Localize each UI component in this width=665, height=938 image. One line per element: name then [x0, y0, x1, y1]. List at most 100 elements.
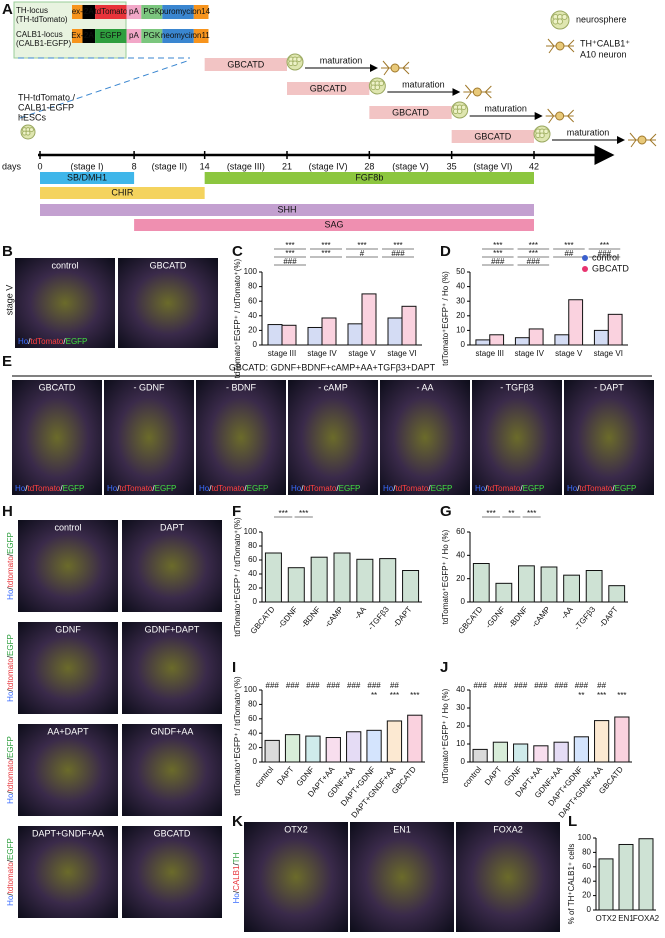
key-label: A10 neuron [580, 49, 627, 59]
construct-segment-label: on11 [193, 31, 211, 40]
factor-bar [40, 204, 534, 216]
caption-part: tdTomato [487, 484, 520, 493]
caption-part: / [6, 553, 15, 556]
bar [361, 293, 377, 346]
micrograph-title: GBCATD [150, 260, 187, 270]
caption-part: EGFP [431, 484, 453, 493]
panel-label: E [2, 353, 12, 370]
legend-swatch [582, 266, 588, 272]
y-tick-label: 50 [456, 267, 465, 276]
bar [284, 734, 301, 763]
micrograph [18, 724, 118, 816]
y-tick-label: 80 [582, 848, 591, 857]
caption-part: Ho [107, 484, 118, 493]
day-label: 8 [132, 161, 137, 171]
significance-label: ### [491, 257, 505, 266]
side-caption: Ho/tdtomato/EGFP [6, 838, 15, 906]
caption-part: / [244, 484, 247, 493]
significance-label: *** [486, 509, 495, 518]
significance-label: *** [600, 241, 609, 250]
y-tick-label: 40 [456, 550, 465, 559]
x-tick-label: -DAPT [598, 605, 620, 629]
caption-part: / [6, 655, 15, 658]
bar [321, 317, 337, 346]
caption-part: / [6, 791, 15, 794]
caption-part: EGFP [6, 736, 15, 758]
x-tick-label: -DAPT [391, 605, 413, 629]
bar [402, 570, 420, 603]
construct-segment [82, 5, 96, 19]
panel-label: G [440, 503, 452, 520]
factor-bar [40, 172, 135, 184]
stage-label: (stage III) [227, 161, 265, 171]
micrograph [122, 520, 222, 612]
micrograph-title: EN1 [393, 824, 411, 834]
caption-part: Ho [199, 484, 210, 493]
stage-label: (stage I) [71, 161, 104, 171]
significance-label: ** [508, 509, 514, 518]
micrograph [122, 826, 222, 918]
protocol-box [369, 106, 452, 119]
significance-label: *** [321, 241, 330, 250]
significance-label: *** [285, 241, 294, 250]
caption-part: Ho [6, 691, 15, 702]
neurosphere-cell [460, 104, 467, 111]
micrograph [122, 724, 222, 816]
construct-segment [162, 5, 194, 19]
panel-label: F [232, 503, 241, 520]
stage-label: (stage IV) [309, 161, 348, 171]
bar [518, 565, 535, 603]
construct-title: (CALB1-EGFP) [16, 39, 71, 48]
factor-label: SHH [277, 204, 296, 214]
construct-segment-label: PGK [143, 31, 161, 40]
x-tick-label: stage IV [515, 349, 545, 358]
caption-part: CALB1 [232, 865, 241, 891]
caption-part: EGFP [155, 484, 177, 493]
y-axis-label: tdTomato⁺EGFP⁺ / Ho (%) [441, 271, 450, 366]
x-tick-label: EN1 [618, 914, 634, 923]
micrograph [472, 380, 562, 495]
micrograph-title: GBCATD [39, 382, 76, 392]
caption-part: / [393, 484, 396, 493]
bar [386, 720, 403, 763]
neurosphere-cell [543, 128, 549, 135]
y-tick-label: 60 [248, 555, 257, 564]
caption-part: / [209, 484, 212, 493]
side-caption: Ho/tdtomato/EGFP [6, 532, 15, 600]
neurosphere-cell [561, 13, 568, 21]
caption-part: / [60, 484, 63, 493]
bar [264, 739, 280, 763]
micrograph [18, 622, 118, 714]
significance-label: ### [494, 681, 508, 690]
caption-part: tdTomato [119, 484, 152, 493]
neuron-soma [637, 135, 647, 145]
construct-segment-label: pA [129, 31, 139, 40]
caption-part: / [6, 859, 15, 862]
significance-label: *** [493, 249, 502, 258]
caption-part: / [6, 893, 15, 896]
significance-label: *** [597, 691, 606, 700]
x-tick-label: FOXA2 [633, 914, 660, 923]
micrograph [18, 520, 118, 612]
caption-part: tdTomato [395, 484, 428, 493]
maturation-label: maturation [320, 55, 363, 65]
caption-part: Ho [291, 484, 302, 493]
y-tick-label: 40 [248, 569, 257, 578]
micrograph-caption: Ho/tdTomato/EGFP [567, 484, 636, 493]
y-tick-label: 40 [248, 311, 257, 320]
significance-label: *** [410, 691, 419, 700]
caption-part: Ho [6, 793, 15, 804]
stage-label: (stage V) [392, 161, 429, 171]
y-tick-label: 20 [582, 891, 591, 900]
significance-label: *** [527, 509, 536, 518]
y-tick-label: 30 [456, 703, 465, 712]
bar [489, 334, 505, 346]
neurosphere-cell [296, 56, 302, 63]
day-label: 0 [37, 161, 42, 171]
caption-part: Ho [475, 484, 486, 493]
construct-segment-label: 2A [84, 31, 94, 40]
y-tick-label: 20 [248, 583, 257, 592]
caption-part: / [152, 484, 155, 493]
day-label: 21 [282, 161, 292, 171]
